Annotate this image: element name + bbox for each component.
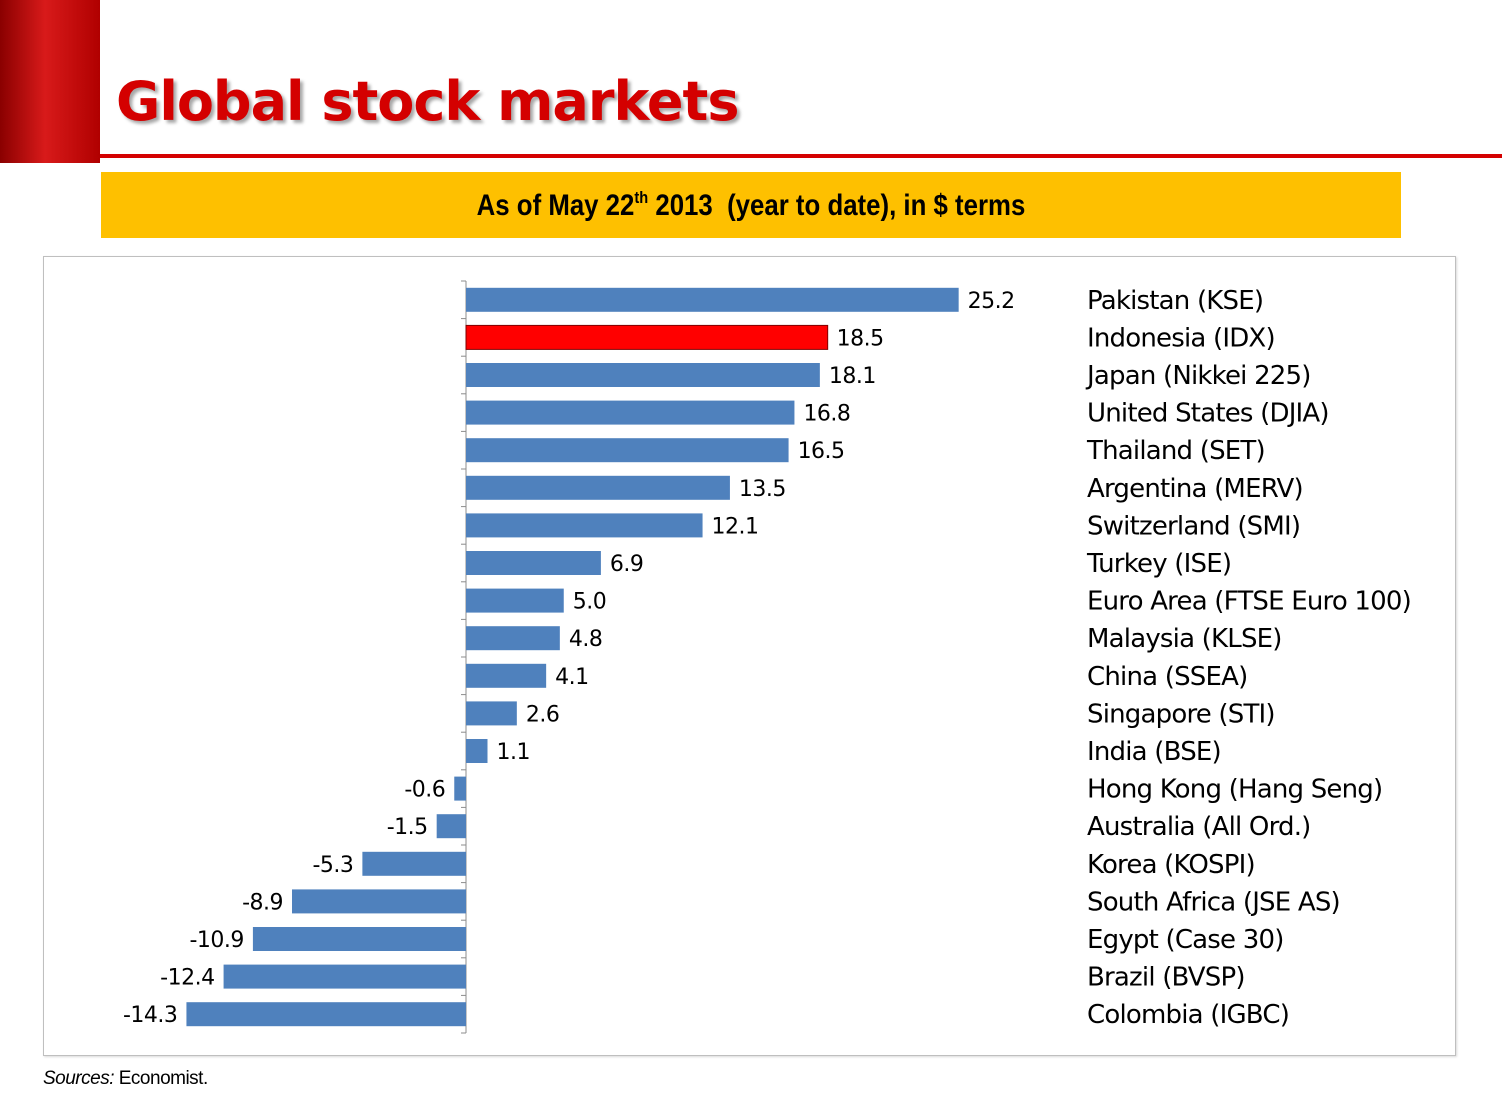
title-underline — [100, 154, 1502, 158]
value-label-1: 25.2 — [968, 289, 1015, 314]
value-label-17: -8.9 — [242, 890, 283, 915]
category-label-4: United States (DJIA) — [1087, 399, 1329, 429]
value-label-3: 18.1 — [829, 364, 876, 389]
value-label-18: -10.9 — [189, 928, 243, 953]
bar-chart: 25.2 Pakistan (KSE) 18.5 Indonesia (IDX) 18.… — [123, 280, 1412, 1034]
category-label-12: Singapore (STI) — [1087, 699, 1275, 729]
value-label-9: 5.0 — [573, 590, 607, 615]
bar-20 — [186, 1002, 466, 1027]
bar-19 — [223, 964, 466, 989]
bar-5 — [466, 438, 789, 463]
value-label-14: -0.6 — [404, 778, 445, 803]
category-label-3: Japan (Nikkei 225) — [1085, 361, 1311, 391]
category-label-19: Brazil (BVSP) — [1087, 963, 1245, 993]
value-label-6: 13.5 — [739, 477, 786, 502]
value-label-8: 6.9 — [610, 552, 644, 577]
subtitle-text: As of May 22th 2013 (year to date), in $… — [477, 188, 1026, 223]
subtitle-banner: As of May 22th 2013 (year to date), in $… — [101, 172, 1401, 238]
bar-9 — [466, 588, 564, 613]
bar-14 — [454, 776, 466, 801]
bar-15 — [436, 814, 466, 839]
value-label-4: 16.8 — [803, 402, 850, 427]
value-label-12: 2.6 — [526, 702, 560, 727]
value-label-15: -1.5 — [387, 815, 428, 840]
category-label-10: Malaysia (KLSE) — [1087, 624, 1282, 654]
value-label-5: 16.5 — [798, 439, 845, 464]
source-label: Sources: — [43, 1068, 114, 1089]
bar-10 — [466, 626, 560, 651]
category-label-16: Korea (KOSPI) — [1087, 850, 1255, 880]
bar-12 — [466, 701, 517, 726]
bar-7 — [466, 513, 703, 538]
title-accent-block — [0, 0, 100, 163]
page-title: Global stock markets — [116, 70, 739, 133]
subtitle-date: As of May 22 — [476, 188, 635, 222]
chart-frame: 25.2 Pakistan (KSE) 18.5 Indonesia (IDX) 18.… — [43, 256, 1456, 1056]
category-label-7: Switzerland (SMI) — [1087, 511, 1300, 541]
subtitle-rest: 2013 (year to date), in $ terms — [648, 188, 1026, 222]
category-label-9: Euro Area (FTSE Euro 100) — [1087, 587, 1411, 617]
value-label-2: 18.5 — [837, 326, 884, 351]
category-label-8: Turkey (ISE) — [1086, 549, 1231, 579]
bar-1 — [466, 287, 959, 312]
value-label-20: -14.3 — [123, 1003, 177, 1028]
value-label-19: -12.4 — [160, 966, 214, 991]
category-label-14: Hong Kong (Hang Seng) — [1087, 775, 1382, 805]
subtitle-ordinal: th — [634, 187, 649, 207]
value-label-16: -5.3 — [312, 853, 353, 878]
category-label-6: Argentina (MERV) — [1087, 474, 1303, 504]
source-text: Economist. — [113, 1068, 208, 1089]
bar-18 — [252, 927, 466, 951]
bar-3 — [466, 363, 820, 387]
value-label-13: 1.1 — [497, 740, 531, 765]
bar-17 — [292, 889, 466, 914]
category-label-17: South Africa (JSE AS) — [1087, 887, 1340, 917]
bar-8 — [466, 551, 601, 575]
category-label-5: Thailand (SET) — [1086, 436, 1265, 466]
category-label-13: India (BSE) — [1087, 737, 1221, 767]
category-label-18: Egypt (Case 30) — [1087, 925, 1284, 955]
value-label-7: 12.1 — [712, 514, 759, 539]
bar-6 — [466, 475, 730, 500]
bar-2 — [465, 324, 829, 350]
category-label-20: Colombia (IGBC) — [1087, 1000, 1289, 1030]
bar-4 — [466, 400, 795, 425]
source-note: Sources: Economist. — [43, 1068, 208, 1090]
value-label-10: 4.8 — [569, 627, 603, 652]
category-label-2: Indonesia (IDX) — [1087, 323, 1275, 353]
category-label-15: Australia (All Ord.) — [1087, 812, 1311, 842]
bar-11 — [466, 663, 547, 688]
value-label-11: 4.1 — [555, 665, 589, 690]
category-label-11: China (SSEA) — [1087, 662, 1247, 692]
bar-16 — [362, 851, 466, 876]
category-label-1: Pakistan (KSE) — [1087, 286, 1263, 316]
bar-13 — [466, 739, 488, 763]
